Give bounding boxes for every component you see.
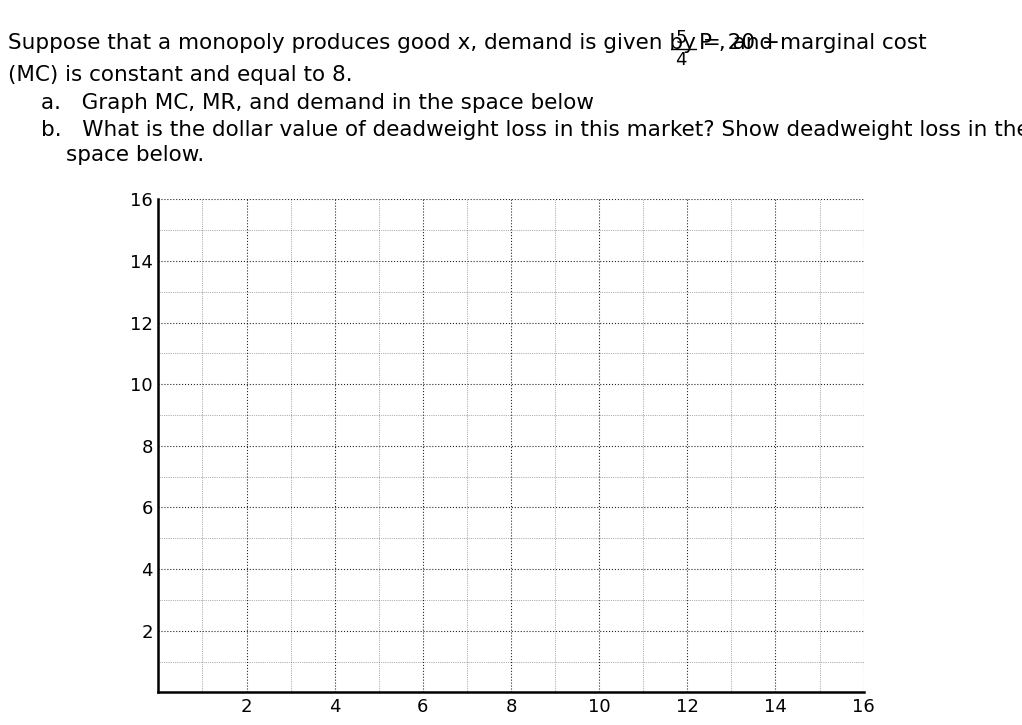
- Text: (MC) is constant and equal to 8.: (MC) is constant and equal to 8.: [8, 65, 353, 86]
- Text: P , and marginal cost: P , and marginal cost: [699, 33, 927, 53]
- Text: a.   Graph MC, MR, and demand in the space below: a. Graph MC, MR, and demand in the space…: [41, 93, 594, 113]
- Text: 5: 5: [676, 29, 687, 47]
- Text: b.   What is the dollar value of deadweight loss in this market? Show deadweight: b. What is the dollar value of deadweigh…: [41, 120, 1022, 140]
- Text: space below.: space below.: [66, 145, 204, 165]
- Text: 4: 4: [676, 51, 687, 69]
- Text: Suppose that a monopoly produces good x, demand is given by = 20 −: Suppose that a monopoly produces good x,…: [8, 33, 780, 53]
